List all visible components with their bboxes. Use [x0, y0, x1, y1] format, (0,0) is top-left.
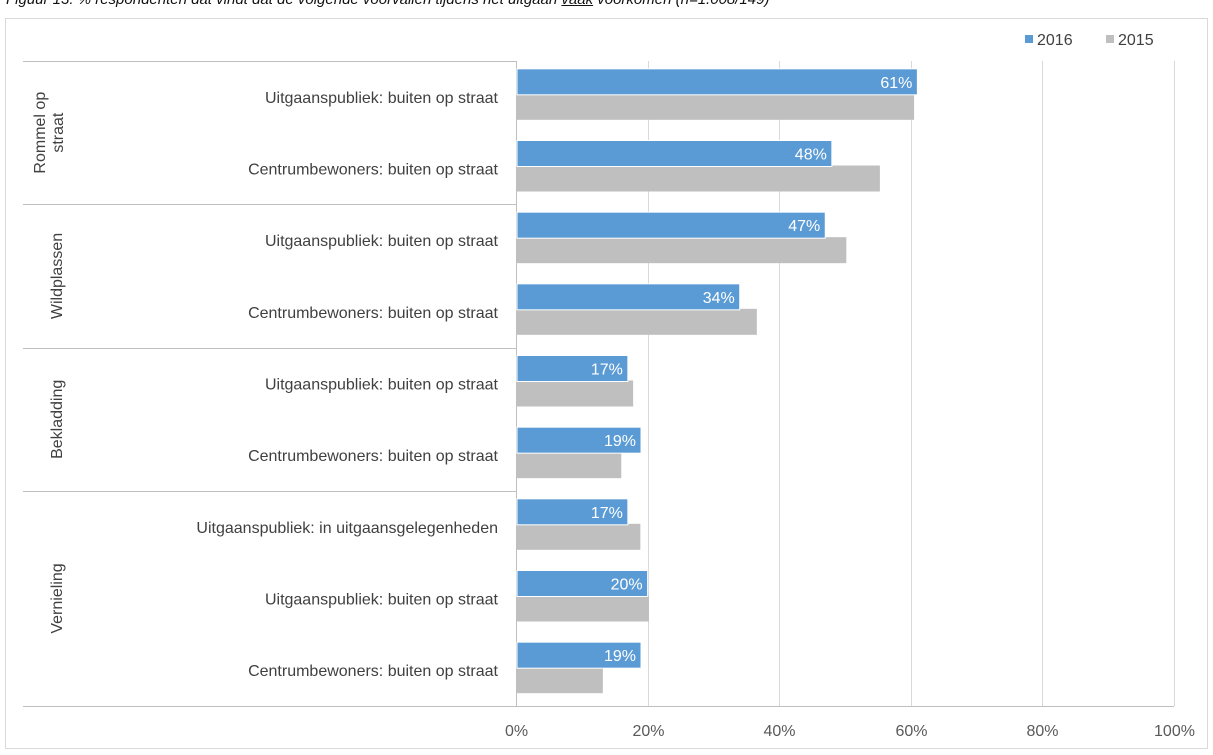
- category-labels: Uitgaanspubliek: buiten op straat Centrum…: [196, 90, 498, 680]
- figure-caption: Figuur 13: % respondenten dat vindt dat …: [6, 0, 1206, 8]
- data-label: 17%: [591, 505, 623, 522]
- bar-2015: [517, 165, 880, 192]
- data-label: 47%: [788, 218, 820, 235]
- bar-2015: [517, 380, 634, 407]
- category-label: Uitgaanspubliek: in uitgaansgelegenheden: [196, 520, 498, 537]
- x-tick-label: 0%: [505, 723, 528, 740]
- caption-text-emphasis: vaak: [561, 0, 593, 8]
- bar-2015: [517, 452, 622, 479]
- group-label: Vernieling: [49, 563, 66, 633]
- x-tick-label: 100%: [1154, 723, 1195, 740]
- legend-label: 2015: [1118, 32, 1154, 49]
- group-dividers: Rommel opstraat Wildplassen Bekladding Vern…: [23, 61, 516, 634]
- bar-2016: [516, 211, 826, 239]
- data-label: 34%: [703, 290, 735, 307]
- bar-2016: [516, 426, 642, 454]
- group-label-line: Vernieling: [49, 563, 66, 633]
- category-label: Centrumbewoners: buiten op straat: [248, 448, 498, 465]
- bar-2016: [516, 140, 833, 167]
- x-tick-label: 80%: [1026, 723, 1058, 740]
- chart-frame: [5, 18, 1208, 749]
- x-tick-label: 40%: [763, 723, 795, 740]
- group-label-line: straat: [50, 112, 67, 153]
- category-label: Uitgaanspubliek: buiten op straat: [265, 592, 499, 609]
- group-label-line: Wildplassen: [49, 233, 66, 319]
- bars: 61% 48% 47% 34% 17% 19% 17% 20% 19%: [516, 68, 918, 694]
- category-label: Centrumbewoners: buiten op straat: [248, 305, 498, 322]
- group-label: Bekladding: [49, 380, 66, 459]
- bar-2016: [516, 570, 649, 597]
- legend-label: 2016: [1037, 32, 1073, 49]
- bar-2015: [517, 667, 603, 694]
- data-label: 17%: [591, 362, 623, 379]
- group-label: Rommel opstraat: [32, 92, 67, 174]
- bar-2016: [516, 68, 918, 96]
- x-tick-label: 60%: [895, 723, 927, 740]
- category-label: Centrumbewoners: buiten op straat: [248, 663, 498, 680]
- data-label: 48%: [795, 147, 827, 164]
- data-label: 20%: [611, 577, 643, 594]
- category-label: Centrumbewoners: buiten op straat: [248, 162, 498, 179]
- legend-swatch-2015: [1106, 35, 1114, 43]
- caption-text-before: Figuur 13: % respondenten dat vindt dat …: [6, 0, 561, 8]
- category-label: Uitgaanspubliek: buiten op straat: [265, 233, 499, 250]
- group-label-line: Bekladding: [49, 380, 66, 459]
- caption-text-after: voorkomen (n=1.008/149): [593, 0, 769, 8]
- bar-2015: [517, 93, 915, 120]
- group-label-line: Rommel op: [32, 92, 49, 174]
- legend: 2016 2015: [1025, 32, 1154, 49]
- bar-2015: [517, 523, 641, 550]
- x-axis-ticks: 0% 20% 40% 60% 80% 100%: [505, 723, 1195, 740]
- bar-2016: [516, 498, 629, 526]
- group-label: Wildplassen: [49, 233, 66, 319]
- bar-2016: [516, 641, 642, 669]
- data-label: 19%: [604, 433, 636, 450]
- bar-2015: [517, 308, 757, 335]
- data-label: 61%: [880, 75, 912, 92]
- x-tick-label: 20%: [632, 723, 664, 740]
- bar-2016: [516, 283, 741, 311]
- bar-2015: [517, 237, 847, 264]
- bar-2015: [517, 595, 649, 622]
- category-label: Uitgaanspubliek: buiten op straat: [265, 377, 499, 394]
- data-label: 19%: [604, 648, 636, 665]
- bar-2016: [516, 355, 629, 382]
- legend-swatch-2016: [1025, 35, 1033, 43]
- category-label: Uitgaanspubliek: buiten op straat: [265, 90, 499, 107]
